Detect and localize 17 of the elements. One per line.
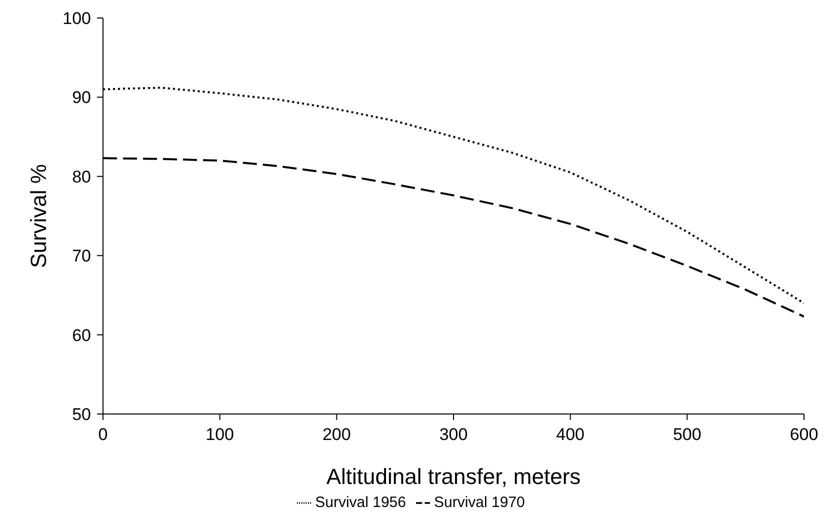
y-tick-label: 70 — [72, 246, 91, 266]
y-tick-label: 100 — [62, 9, 91, 28]
x-tick-label: 400 — [556, 425, 585, 444]
x-tick-label: 300 — [439, 425, 468, 444]
y-tick-label: 80 — [72, 167, 91, 186]
y-axis-title: Survival % — [26, 164, 51, 268]
x-axis-title: Altitudinal transfer, meters — [326, 464, 581, 489]
y-tick-label: 50 — [72, 405, 91, 424]
x-tick-label: 100 — [206, 425, 234, 444]
y-tick-label: 90 — [72, 88, 91, 108]
x-tick-label: 500 — [672, 425, 702, 444]
x-tick-label: 0 — [98, 425, 108, 444]
y-tick-label: 60 — [72, 326, 91, 345]
x-tick-label: 600 — [790, 425, 818, 444]
legend-label: Survival 1956 — [315, 494, 406, 511]
legend-label: Survival 1970 — [434, 494, 525, 511]
x-tick-label: 200 — [322, 425, 351, 444]
